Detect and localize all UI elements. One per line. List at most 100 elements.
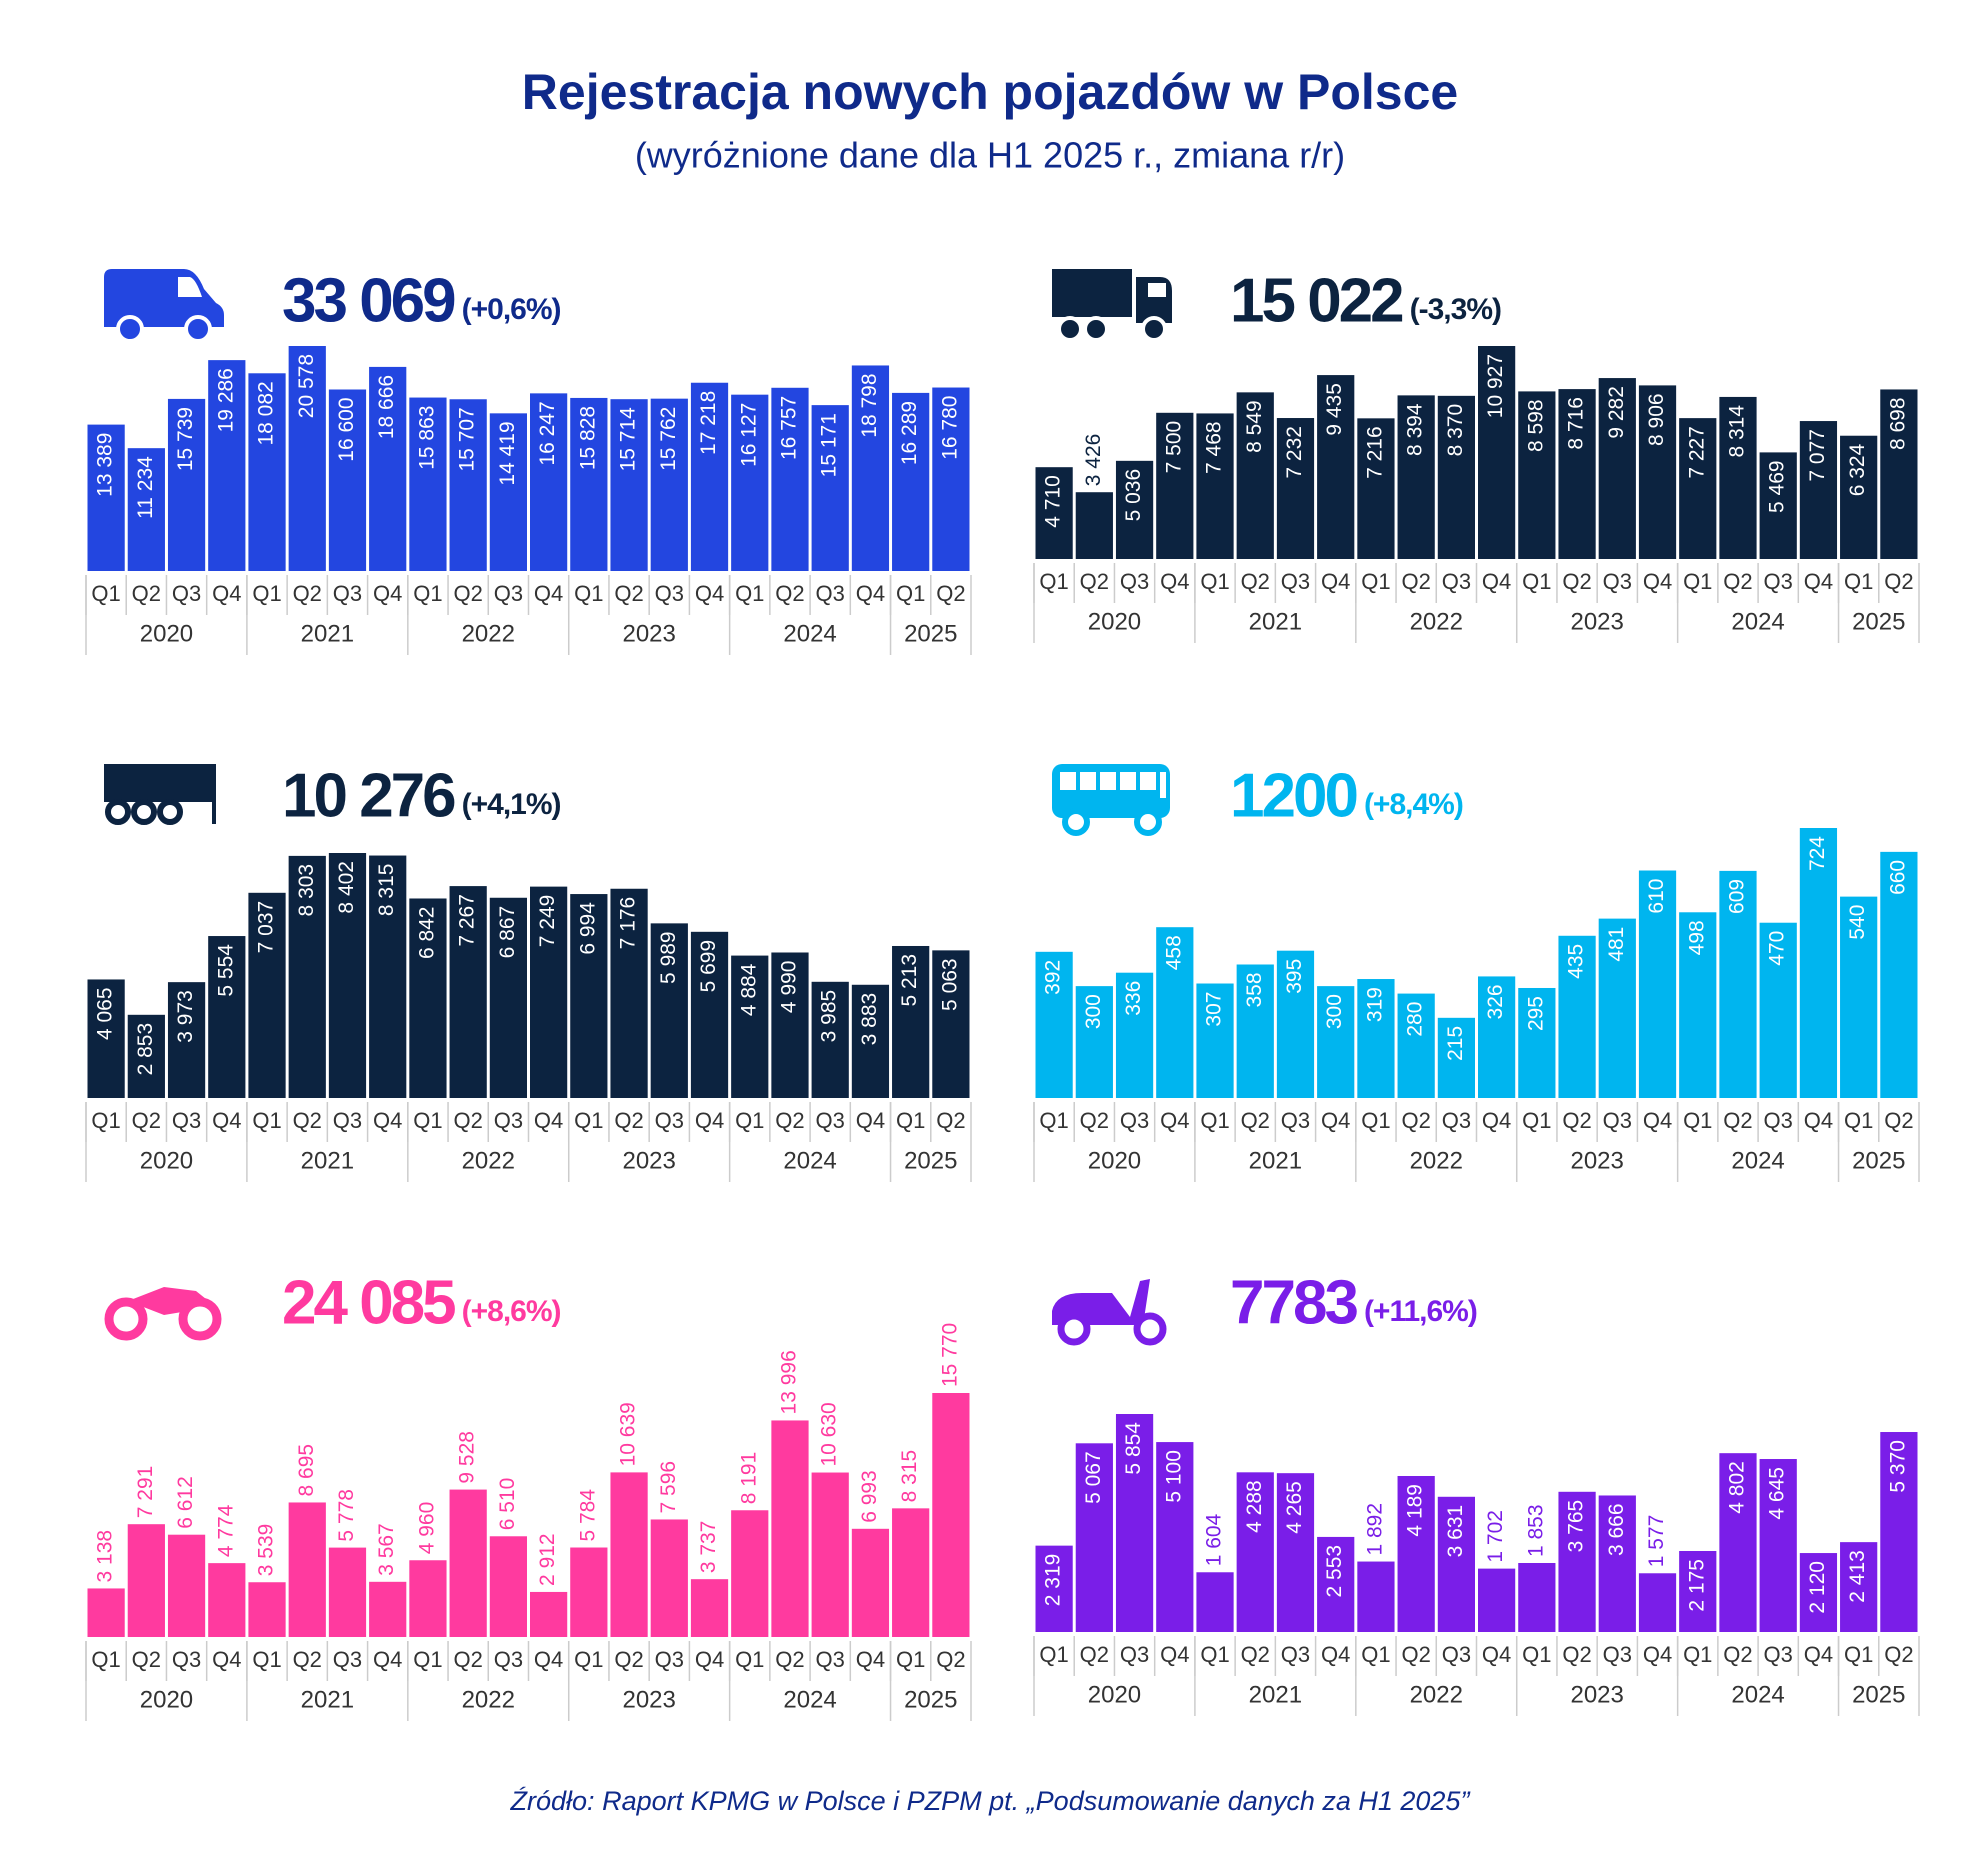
x-tick-label: Q3 — [172, 581, 201, 606]
value-label: 358 — [1243, 972, 1266, 1007]
bar — [1035, 1545, 1073, 1632]
bar — [650, 398, 688, 571]
x-tick-label: Q4 — [1643, 1642, 1672, 1667]
headline-value: 33 069 — [282, 266, 455, 335]
value-label: 660 — [1886, 860, 1909, 895]
x-tick-label: Q4 — [1160, 1642, 1189, 1667]
bar — [288, 346, 326, 571]
x-group-label: 2020 — [1088, 1147, 1141, 1174]
bar — [1598, 1495, 1636, 1632]
bar — [1638, 385, 1677, 559]
bar — [610, 1472, 648, 1637]
bar — [1357, 418, 1395, 559]
bar — [1679, 912, 1717, 1098]
x-tick-label: Q1 — [1522, 1642, 1551, 1667]
bar — [690, 1579, 729, 1637]
x-group-label: 2023 — [1570, 1681, 1623, 1708]
bar — [1437, 1496, 1475, 1632]
bar — [731, 1510, 769, 1637]
bar — [1115, 1414, 1154, 1632]
value-label: 3 567 — [375, 1523, 398, 1576]
value-label: 7 216 — [1363, 426, 1386, 479]
x-tick-label: Q3 — [1442, 1642, 1471, 1667]
bar — [1478, 976, 1516, 1098]
x-tick-label: Q1 — [1039, 1642, 1068, 1667]
value-label: 6 867 — [496, 906, 519, 959]
value-label: 13 996 — [778, 1350, 801, 1414]
bar — [1075, 492, 1113, 559]
x-tick-label: Q2 — [1884, 1642, 1913, 1667]
icon-wheel — [131, 799, 157, 825]
x-tick-label: Q2 — [132, 1647, 161, 1672]
icon-window — [1060, 772, 1076, 790]
x-tick-label: Q1 — [1361, 1108, 1390, 1133]
x-tick-label: Q2 — [1401, 569, 1430, 594]
bar — [1518, 391, 1556, 559]
icon-wheel — [1057, 1312, 1091, 1346]
x-tick-label: Q4 — [534, 581, 563, 606]
value-label: 3 666 — [1605, 1503, 1628, 1556]
bar — [1196, 413, 1234, 559]
x-tick-label: Q3 — [816, 1647, 845, 1672]
bar — [771, 1420, 809, 1637]
x-group-label: 2020 — [140, 1686, 193, 1713]
x-group-label: 2021 — [1249, 1681, 1302, 1708]
value-label: 8 598 — [1524, 399, 1547, 452]
bar — [610, 888, 648, 1098]
value-label: 14 419 — [496, 421, 519, 485]
icon — [104, 1287, 222, 1341]
headline-value: 10 276 — [282, 761, 455, 830]
value-label: 5 213 — [898, 954, 921, 1007]
value-label: 3 985 — [818, 990, 841, 1043]
bar — [489, 897, 527, 1098]
bar — [328, 1547, 367, 1637]
x-tick-label: Q1 — [252, 1108, 281, 1133]
bar — [208, 1563, 246, 1637]
value-label: 3 539 — [255, 1524, 278, 1577]
panel: 1200 (+8,4%) 392 Q1 300 Q2 336 Q3 458 Q4 307 Q1 358 Q… — [1033, 761, 1920, 1182]
x-tick-label: Q3 — [655, 581, 684, 606]
bar — [811, 405, 849, 571]
x-group-label: 2024 — [1731, 1147, 1784, 1174]
x-group-label: 2023 — [622, 620, 675, 647]
bar — [530, 393, 568, 571]
x-group-label: 2022 — [462, 1686, 515, 1713]
x-group-label: 2023 — [1570, 608, 1623, 635]
bar — [127, 1524, 165, 1637]
value-label: 10 927 — [1484, 354, 1507, 418]
bar — [1317, 1536, 1355, 1632]
value-label: 15 171 — [818, 413, 841, 477]
value-label: 15 714 — [617, 407, 640, 472]
bar — [208, 936, 246, 1098]
x-tick-label: Q2 — [1562, 569, 1591, 594]
bar — [1799, 421, 1838, 559]
x-tick-label: Q4 — [373, 581, 402, 606]
value-label: 540 — [1846, 905, 1869, 940]
x-tick-label: Q4 — [856, 1108, 885, 1133]
x-tick-label: Q4 — [1160, 1108, 1189, 1133]
x-tick-label: Q3 — [655, 1108, 684, 1133]
value-label: 8 303 — [295, 864, 318, 917]
x-tick-label: Q1 — [413, 581, 442, 606]
value-label: 20 578 — [295, 354, 318, 418]
bar — [731, 394, 769, 571]
bar — [811, 1472, 849, 1637]
x-group-label: 2025 — [904, 1686, 957, 1713]
x-tick-label: Q1 — [896, 1108, 925, 1133]
value-label: 7 077 — [1806, 429, 1829, 482]
bar — [1357, 979, 1395, 1098]
bar — [1719, 870, 1757, 1098]
value-label: 307 — [1203, 992, 1226, 1027]
value-label: 16 780 — [938, 396, 961, 460]
value-label: 4 065 — [94, 987, 117, 1040]
x-tick-label: Q4 — [1643, 1108, 1672, 1133]
bar — [167, 982, 206, 1098]
bar — [1840, 1542, 1878, 1632]
value-label: 7 267 — [456, 894, 479, 947]
value-label: 7 037 — [255, 901, 278, 954]
bar — [1276, 1473, 1315, 1632]
value-label: 15 707 — [456, 407, 479, 471]
value-label: 16 127 — [737, 403, 760, 467]
x-tick-label: Q4 — [534, 1108, 563, 1133]
value-label: 5 469 — [1766, 460, 1789, 513]
